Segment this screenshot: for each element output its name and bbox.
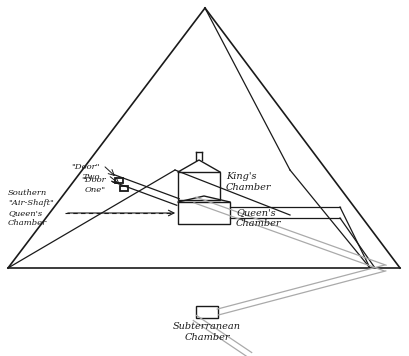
Text: "Door"
Two: "Door" Two — [71, 163, 100, 181]
Text: "Door
One": "Door One" — [81, 176, 106, 194]
Text: Southern
"Air-Shaft"
Queen's
Chamber: Southern "Air-Shaft" Queen's Chamber — [8, 189, 54, 227]
Bar — [178, 202, 229, 224]
Bar — [115, 178, 123, 183]
Bar — [196, 306, 218, 318]
Text: Queen's
Chamber: Queen's Chamber — [236, 208, 281, 228]
Bar — [178, 172, 220, 200]
Bar — [120, 186, 128, 191]
Text: King's
Chamber: King's Chamber — [225, 172, 271, 192]
Text: Subterranean
Chamber: Subterranean Chamber — [173, 322, 240, 342]
